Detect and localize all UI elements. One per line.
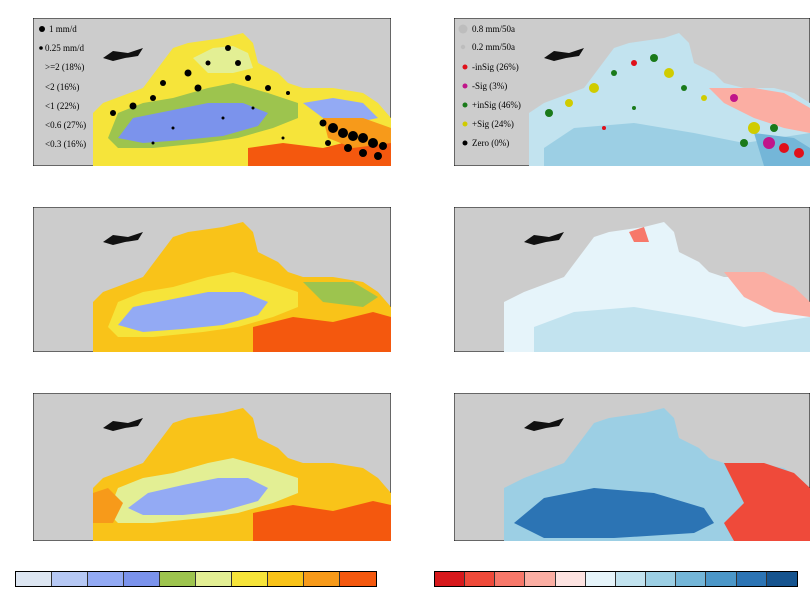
panel-c-map [33,207,391,352]
legend-b-4: +inSig (46%) [472,100,521,110]
colorbar-trend-cell-4 [555,572,586,586]
panel-d-svg [454,207,810,352]
legend-b-6: Zero (0%) [472,138,509,148]
colorbar-climatology-cell-5 [196,572,232,586]
legend-b-1: 0.2 mm/50a [472,42,515,52]
panel-e-map [33,393,391,541]
colorbar-climatology-cell-9 [340,572,376,586]
legend-b-0: 0.8 mm/50a [472,24,515,34]
colorbar-climatology-cell-4 [160,572,196,586]
colorbar-trend-cell-0 [435,572,466,586]
panel-b-svg: 0.8 mm/50a 0.2 mm/50a -inSig (26%) -Sig … [454,18,810,166]
panel-c-svg [33,207,391,352]
colorbar-trend-cell-2 [495,572,526,586]
colorbar-climatology-cell-0 [16,572,52,586]
panel-b-map: 0.8 mm/50a 0.2 mm/50a -inSig (26%) -Sig … [454,18,810,166]
legend-a-0: 1 mm/d [49,24,77,34]
colorbar-climatology-cell-8 [304,572,340,586]
colorbar-trend-cell-9 [706,572,737,586]
legend-a-4: <1 (22%) [45,101,79,111]
legend-a-2: >=2 (18%) [45,62,84,72]
panel-f-map [454,393,810,541]
legend-a-5: <0.6 (27%) [45,120,86,130]
legend-a-1: 0.25 mm/d [45,43,85,53]
colorbar-trend-cell-3 [525,572,556,586]
panel-f-svg [454,393,810,541]
legend-b-3: -Sig (3%) [472,81,507,91]
colorbar-trend-cell-11 [766,572,797,586]
legend-b-5: +Sig (24%) [472,119,514,129]
colorbar-trend-cell-10 [736,572,767,586]
legend-b-2: -inSig (26%) [472,62,519,72]
colorbar-climatology-cell-2 [88,572,124,586]
panel-d-map [454,207,810,352]
colorbar-climatology-cell-1 [52,572,88,586]
legend-b: 0.8 mm/50a 0.2 mm/50a -inSig (26%) -Sig … [458,24,521,148]
colorbar-trend-cell-1 [465,572,496,586]
colorbar-trend-cell-5 [585,572,616,586]
station-points [110,45,387,160]
colorbar-trend-cell-7 [646,572,677,586]
colorbar-climatology-cell-7 [268,572,304,586]
panel-a-svg: 1 mm/d 0.25 mm/d >=2 (18%) <2 (16%) <1 (… [33,18,391,166]
colorbar-climatology-cell-6 [232,572,268,586]
panel-e-svg [33,393,391,541]
panel-a-map: 1 mm/d 0.25 mm/d >=2 (18%) <2 (16%) <1 (… [33,18,391,166]
colorbar-trend-cell-6 [615,572,647,586]
colorbar-climatology-cell-3 [124,572,160,586]
colorbar-trend-cell-8 [676,572,707,586]
station-trend-points [545,54,804,158]
legend-a: 1 mm/d 0.25 mm/d >=2 (18%) <2 (16%) <1 (… [39,24,86,149]
legend-a-6: <0.3 (16%) [45,139,86,149]
region-fill [93,33,391,166]
colorbar-trend [434,571,798,587]
legend-a-3: <2 (16%) [45,82,79,92]
colorbar-climatology [15,571,377,587]
